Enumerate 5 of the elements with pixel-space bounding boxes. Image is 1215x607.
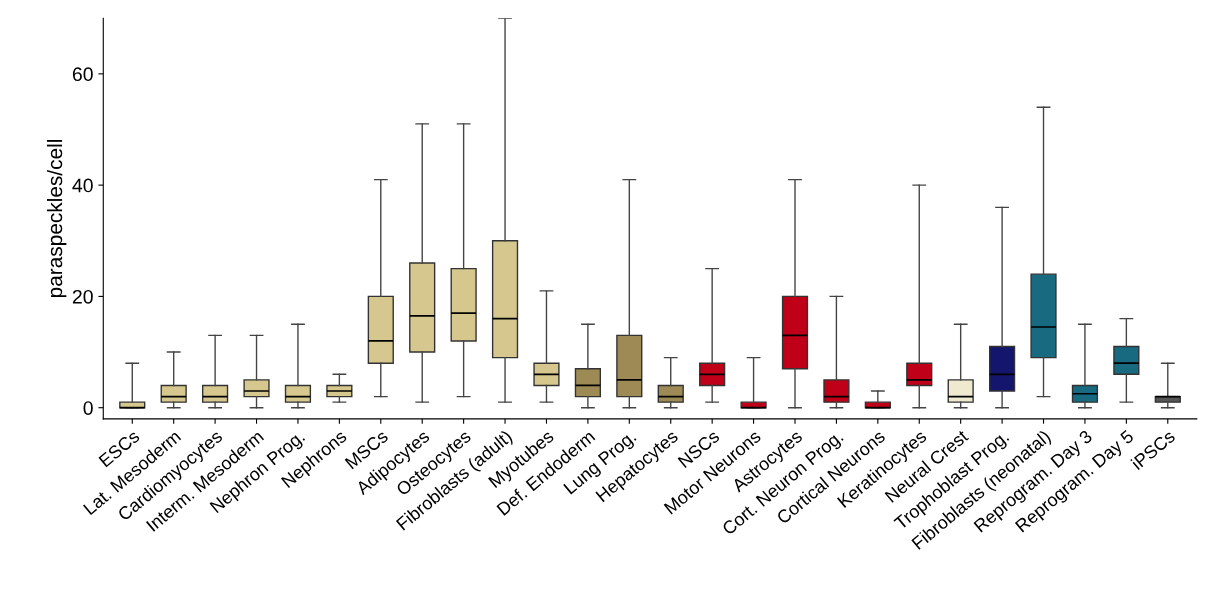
y-axis-title: paraspeckles/cell xyxy=(46,140,67,298)
y-tick-label: 60 xyxy=(72,67,93,82)
y-tick-label: 20 xyxy=(72,289,93,304)
y-tick-label: 40 xyxy=(72,178,93,193)
y-tick-label: 0 xyxy=(83,401,93,415)
